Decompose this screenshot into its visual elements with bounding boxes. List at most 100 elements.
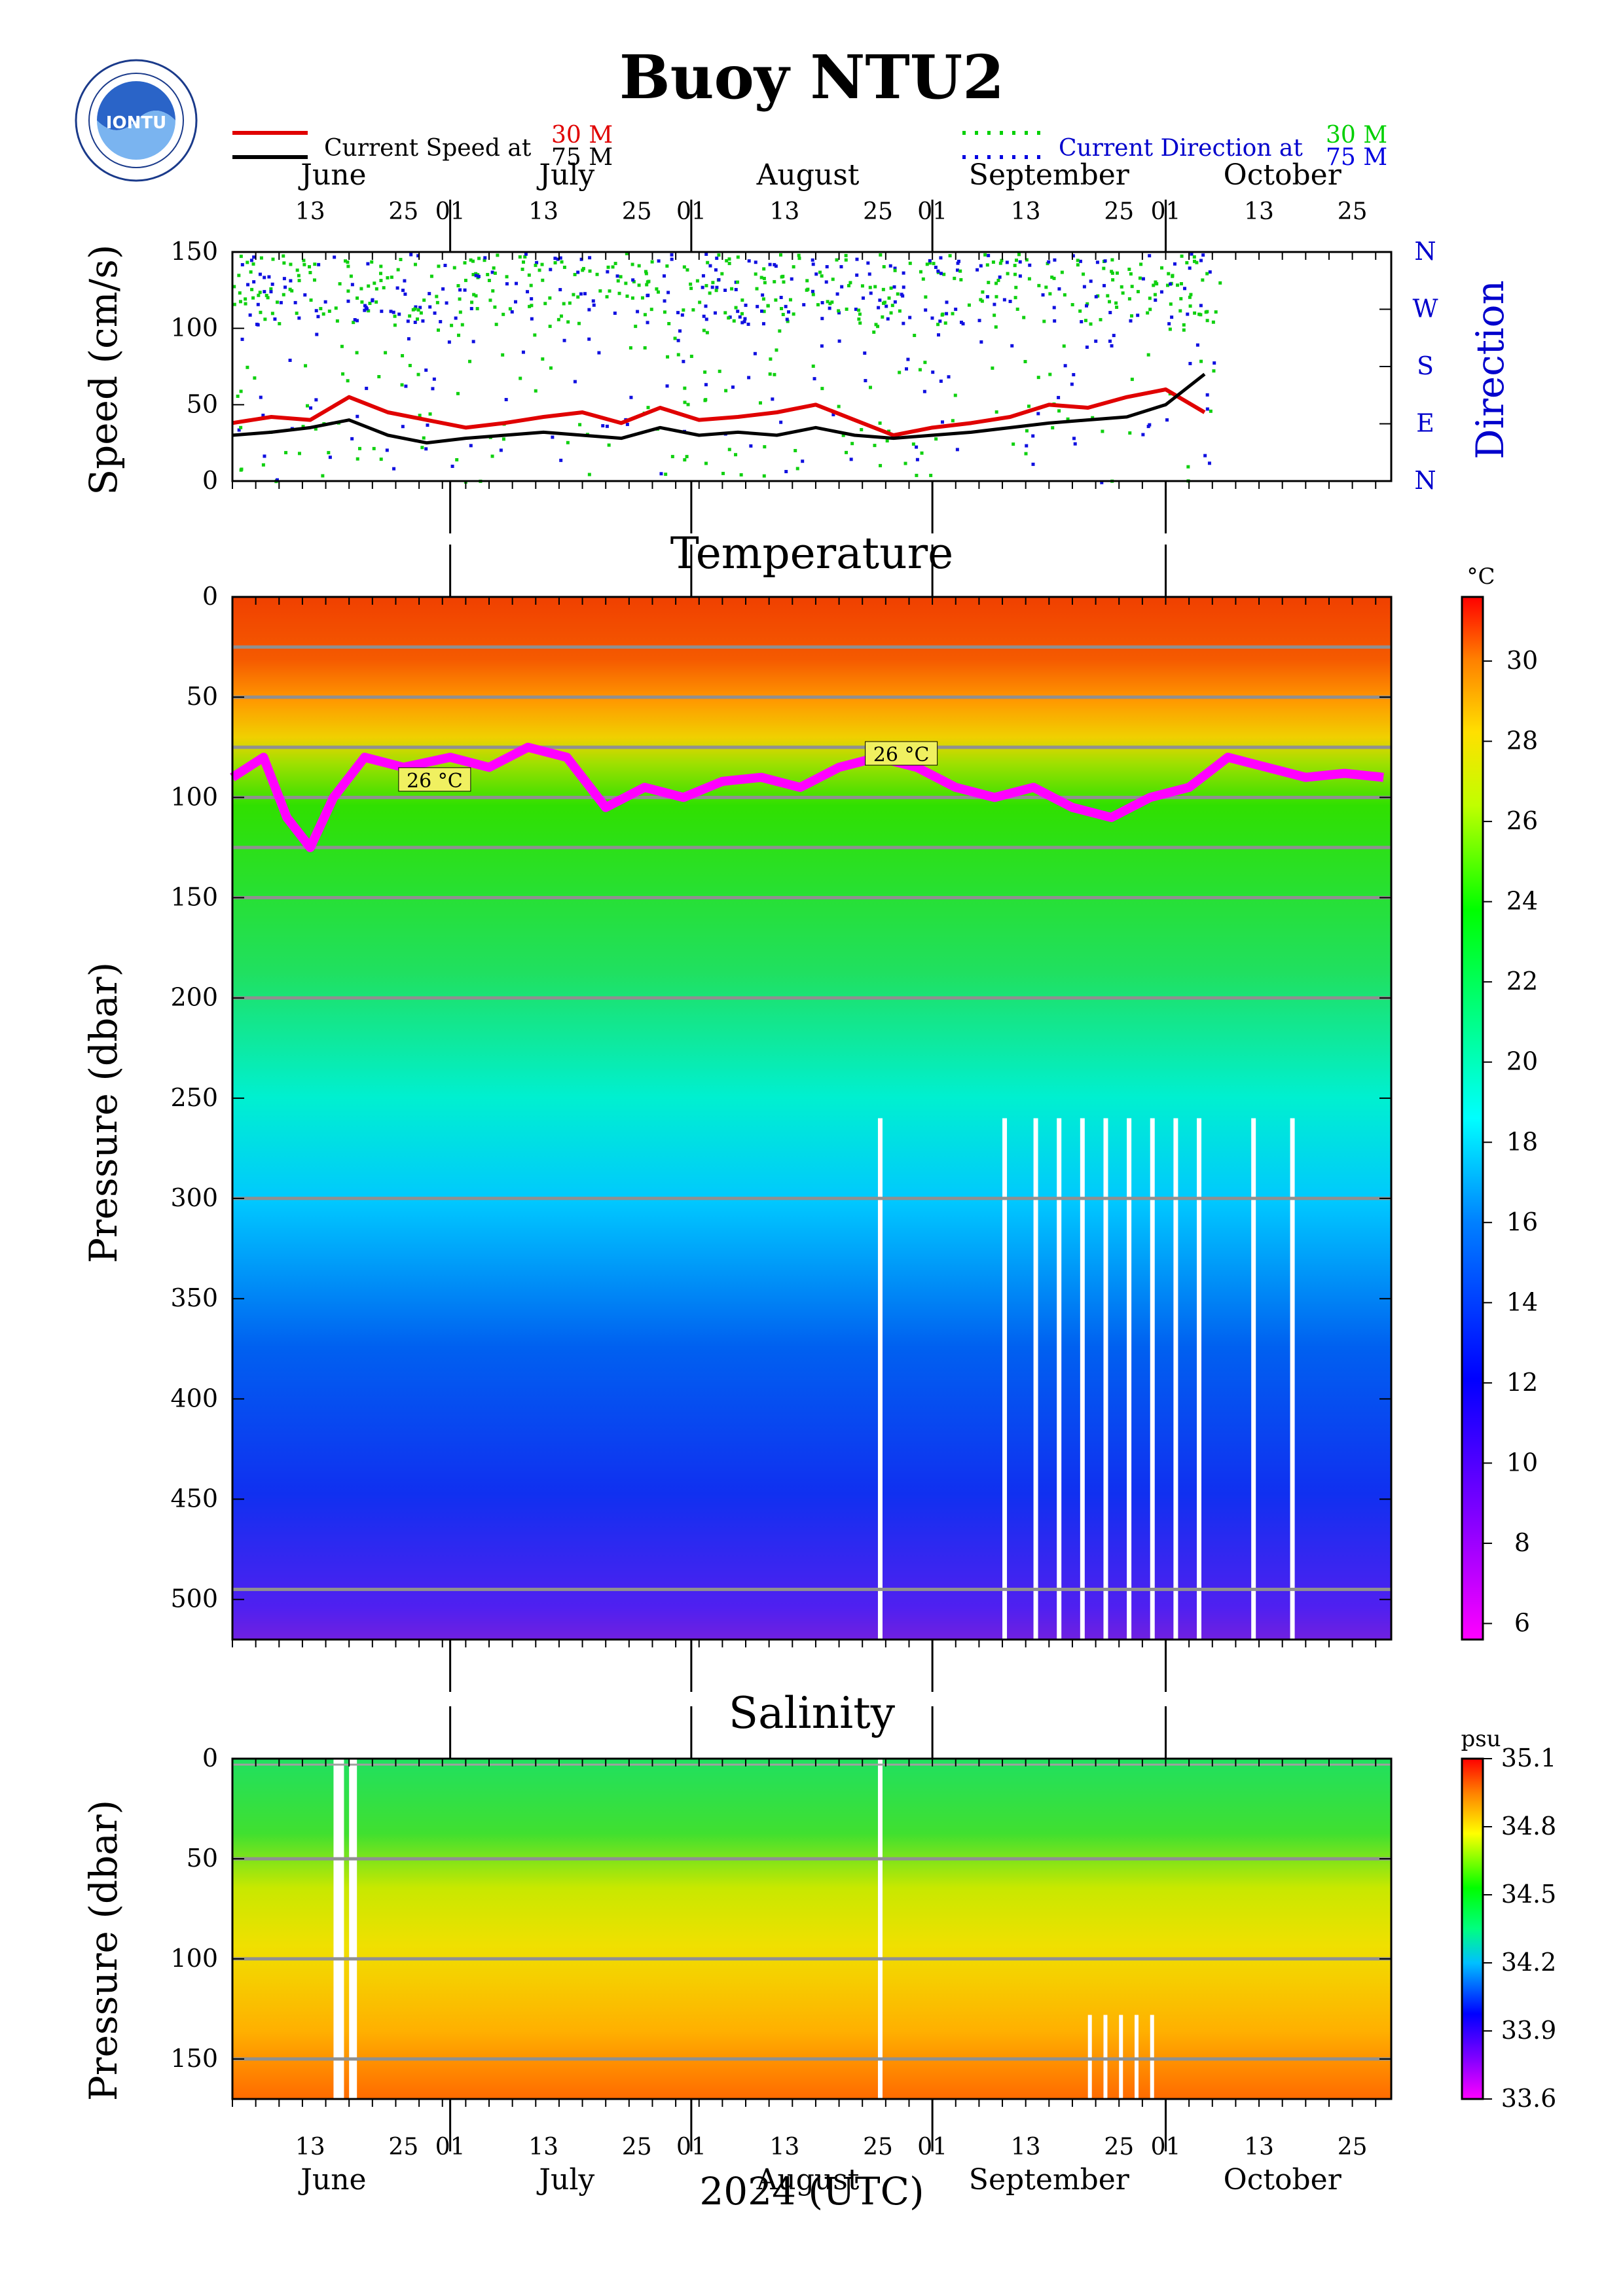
direction-point	[724, 389, 728, 393]
direction-point	[959, 320, 963, 324]
direction-point	[923, 361, 927, 365]
direction-point	[981, 290, 985, 294]
direction-point	[994, 295, 998, 298]
direction-point	[702, 314, 706, 318]
direction-point	[538, 268, 541, 272]
direction-point	[717, 278, 721, 281]
direction-point	[943, 321, 947, 325]
direction-point	[1042, 319, 1046, 323]
direction-point	[994, 281, 998, 285]
direction-point	[433, 311, 437, 315]
direction-point	[667, 322, 671, 326]
direction-point	[469, 307, 473, 311]
direction-point	[528, 304, 532, 308]
top-month-label: June	[298, 158, 366, 192]
temperature-ytick: 0	[202, 582, 218, 611]
direction-point	[499, 448, 503, 452]
direction-point	[755, 287, 759, 291]
direction-point	[1199, 359, 1203, 363]
direction-point	[259, 310, 263, 314]
direction-point	[416, 308, 420, 312]
temperature-colorbar-label: 16	[1506, 1208, 1538, 1236]
direction-point	[683, 458, 687, 462]
direction-point	[1015, 259, 1019, 262]
direction-point	[1015, 307, 1019, 311]
direction-point	[266, 296, 270, 300]
direction-point	[1082, 285, 1086, 289]
direction-point	[888, 264, 892, 268]
direction-point	[392, 467, 396, 471]
direction-point	[403, 279, 407, 283]
direction-point	[1212, 369, 1216, 373]
direction-point	[929, 473, 933, 477]
direction-point	[581, 266, 585, 270]
direction-point	[1148, 254, 1152, 258]
direction-point	[1186, 465, 1190, 469]
direction-point	[483, 259, 486, 262]
direction-point	[393, 314, 397, 318]
direction-point	[839, 265, 843, 269]
direction-point	[1213, 361, 1216, 365]
direction-point	[763, 445, 767, 449]
direction-point	[857, 308, 861, 312]
direction-point	[1008, 300, 1012, 304]
direction-point	[1076, 259, 1080, 262]
direction-point	[592, 303, 596, 307]
direction-point	[881, 287, 885, 291]
direction-point	[646, 294, 649, 298]
direction-point	[374, 287, 378, 291]
direction-point	[452, 266, 456, 270]
direction-point	[629, 346, 632, 350]
direction-point	[1005, 260, 1009, 264]
temperature-ytick: 100	[170, 782, 218, 811]
direction-point	[252, 280, 256, 284]
direction-point	[857, 317, 861, 321]
direction-point	[761, 293, 765, 297]
direction-point	[505, 275, 509, 279]
direction-point	[1101, 429, 1104, 433]
direction-point	[831, 413, 835, 417]
direction-point	[1089, 322, 1093, 326]
direction-point	[702, 329, 706, 332]
direction-point	[718, 369, 721, 373]
direction-point	[573, 273, 577, 277]
direction-point	[308, 271, 312, 275]
direction-point	[432, 377, 436, 381]
direction-point	[788, 298, 792, 302]
direction-point	[463, 261, 467, 265]
salinity-ylabel: Pressure (dbar)	[81, 1800, 126, 2101]
direction-point	[768, 262, 772, 266]
data-gap	[1103, 1118, 1108, 1640]
direction-ytick: E	[1416, 409, 1434, 438]
direction-point	[401, 353, 405, 357]
direction-point	[1130, 378, 1134, 382]
direction-point	[244, 297, 247, 301]
bottom-day-tick: 01	[676, 2134, 706, 2161]
direction-point	[382, 286, 386, 290]
direction-point	[731, 385, 735, 389]
direction-point	[1085, 302, 1089, 306]
direction-point	[350, 437, 354, 440]
direction-point	[258, 272, 262, 276]
direction-point	[1013, 264, 1017, 268]
bottom-day-tick: 13	[1244, 2134, 1274, 2161]
direction-point	[708, 264, 712, 268]
direction-point	[439, 319, 443, 323]
direction-point	[493, 271, 497, 275]
direction-point	[643, 313, 647, 317]
top-day-tick: 25	[388, 198, 418, 225]
direction-point	[898, 309, 902, 313]
direction-point	[1214, 310, 1218, 314]
direction-point	[818, 270, 822, 274]
direction-point	[360, 300, 364, 304]
direction-point	[727, 262, 731, 266]
direction-point	[670, 257, 674, 261]
direction-point	[297, 274, 301, 278]
direction-point	[1120, 285, 1123, 289]
direction-point	[938, 319, 942, 323]
direction-point	[837, 309, 841, 313]
direction-point	[282, 254, 285, 258]
direction-point	[263, 454, 266, 458]
direction-point	[616, 279, 620, 283]
direction-point	[1099, 317, 1103, 321]
